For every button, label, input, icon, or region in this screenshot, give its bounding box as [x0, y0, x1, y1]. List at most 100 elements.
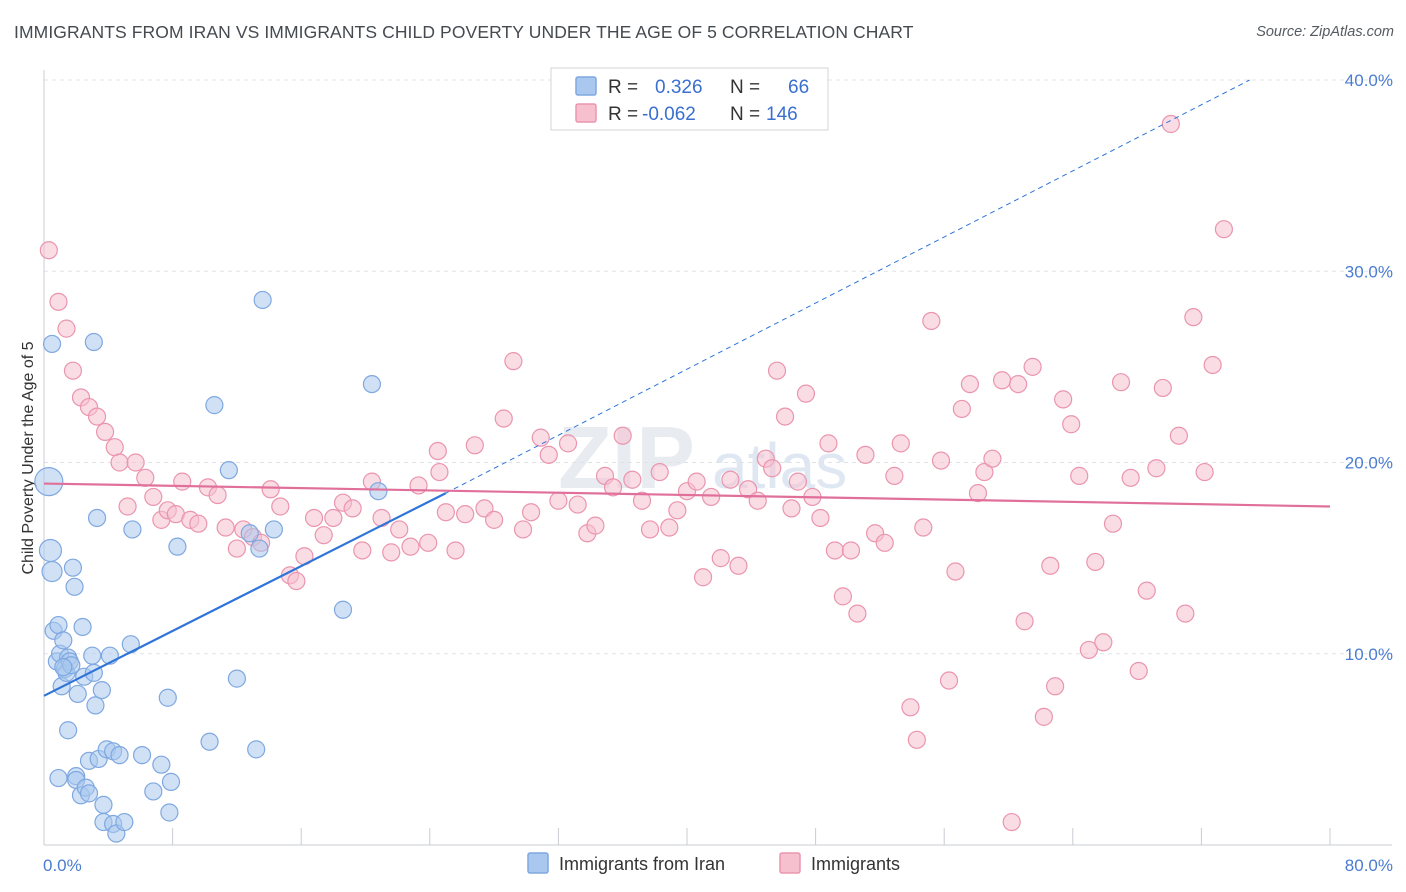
- x-tick-label-min: 0.0%: [43, 856, 82, 875]
- immigrants-point: [632, 491, 652, 510]
- immigrants-point: [110, 453, 129, 472]
- immigrants-point: [763, 459, 782, 478]
- y-tick-label: 10.0%: [1345, 645, 1393, 664]
- immigrants-point: [1137, 581, 1156, 600]
- immigrants-point: [126, 453, 145, 472]
- iran-point: [123, 520, 142, 539]
- immigrants-point: [721, 470, 740, 489]
- immigrants-point: [208, 485, 227, 505]
- immigrants-point: [271, 497, 290, 516]
- bottom-legend-swatch-immigrants: [779, 852, 801, 874]
- immigrants-point: [105, 438, 124, 457]
- immigrants-point: [856, 445, 875, 464]
- immigrants-point: [513, 520, 533, 539]
- immigrants-point: [465, 436, 484, 455]
- immigrants-point: [1002, 812, 1021, 832]
- x-axis-ticks: [43, 828, 1331, 845]
- immigrants-point: [428, 441, 447, 461]
- immigrants-point: [702, 487, 721, 507]
- iran-point: [41, 560, 63, 583]
- immigrants-point: [287, 571, 306, 591]
- immigrants-point: [711, 549, 730, 568]
- iran-point: [63, 558, 83, 577]
- immigrants-point: [891, 434, 910, 453]
- immigrants-point: [931, 451, 951, 470]
- legend-r-value-2: -0.062: [642, 104, 696, 125]
- immigrants-point: [216, 518, 235, 537]
- y-axis-label: Child Poverty Under the Age of 5: [20, 341, 37, 574]
- immigrants-point: [729, 556, 748, 575]
- immigrants-point: [833, 587, 853, 606]
- immigrants-point: [968, 484, 988, 503]
- immigrants-point: [549, 491, 568, 510]
- immigrants-point: [811, 508, 830, 528]
- immigrants-point: [521, 503, 541, 522]
- immigrants-point: [848, 604, 867, 623]
- legend-n-label-1: N =: [730, 77, 760, 98]
- immigrants-point: [39, 241, 58, 260]
- immigrants-point: [946, 562, 965, 581]
- immigrants-point: [1195, 462, 1214, 482]
- immigrants-point: [314, 526, 333, 545]
- immigrants-point: [748, 491, 767, 510]
- bottom-legend: Immigrants from Iran Immigrants: [527, 852, 900, 874]
- immigrants-point: [304, 508, 324, 528]
- iran-point: [362, 374, 382, 394]
- immigrants-point: [353, 541, 372, 560]
- iran-point: [369, 482, 388, 501]
- immigrants-point: [1015, 612, 1034, 631]
- immigrants-point: [382, 543, 401, 562]
- immigrants-point: [57, 319, 76, 338]
- iran-point: [144, 782, 163, 801]
- immigrants-point: [960, 374, 980, 394]
- immigrants-point: [227, 539, 246, 558]
- trend-lines: [43, 79, 1331, 697]
- immigrants-point: [430, 462, 449, 482]
- y-tick-label: 30.0%: [1345, 262, 1393, 281]
- immigrants-point: [650, 462, 669, 482]
- immigrants-point: [324, 508, 343, 528]
- iran-point: [34, 467, 64, 497]
- x-tick-label-max: 80.0%: [1345, 856, 1393, 875]
- iran-point: [86, 696, 105, 715]
- source-attribution: Source: ZipAtlas.com: [1256, 24, 1394, 40]
- immigrants-point: [992, 371, 1012, 390]
- iran-point: [168, 537, 187, 556]
- immigrants-point: [173, 472, 192, 491]
- stats-legend-box: [550, 67, 829, 131]
- iran-point: [333, 600, 353, 619]
- immigrants-point: [419, 533, 438, 552]
- immigrants-point: [1094, 633, 1113, 652]
- immigrants-point: [1046, 677, 1065, 696]
- iran-point: [94, 795, 113, 814]
- iran-point: [250, 539, 269, 558]
- immigrants-point: [118, 497, 137, 516]
- immigrants-point: [1054, 390, 1073, 409]
- immigrants-point: [782, 499, 801, 518]
- iran-point: [68, 684, 87, 704]
- chart-title: IMMIGRANTS FROM IRAN VS IMMIGRANTS CHILD…: [14, 22, 914, 42]
- immigrants-point: [1214, 220, 1234, 239]
- iran-point: [54, 631, 73, 650]
- immigrants-point: [1176, 604, 1195, 623]
- bottom-legend-label-iran: Immigrants from Iran: [559, 854, 725, 874]
- immigrants-point: [901, 698, 920, 717]
- iran-point: [158, 688, 177, 707]
- immigrants-point: [436, 503, 455, 522]
- legend-n-value-2: 146: [766, 104, 798, 125]
- legend-swatch-immigrants: [575, 103, 597, 123]
- immigrants-point: [494, 409, 513, 428]
- immigrants-point: [1169, 426, 1188, 445]
- iran-point: [264, 520, 283, 539]
- immigrants-point: [95, 422, 115, 441]
- watermark-zip: ZIP: [558, 408, 695, 507]
- immigrants-point: [1034, 707, 1053, 726]
- immigrants-point: [539, 445, 558, 464]
- legend-r-value-1: 0.326: [655, 77, 703, 98]
- immigrants-point: [446, 541, 465, 560]
- immigrants-point: [343, 499, 362, 518]
- immigrants-point: [907, 730, 926, 749]
- immigrants-point: [1070, 466, 1089, 485]
- iran-point: [65, 577, 84, 596]
- immigrants-point: [693, 568, 713, 587]
